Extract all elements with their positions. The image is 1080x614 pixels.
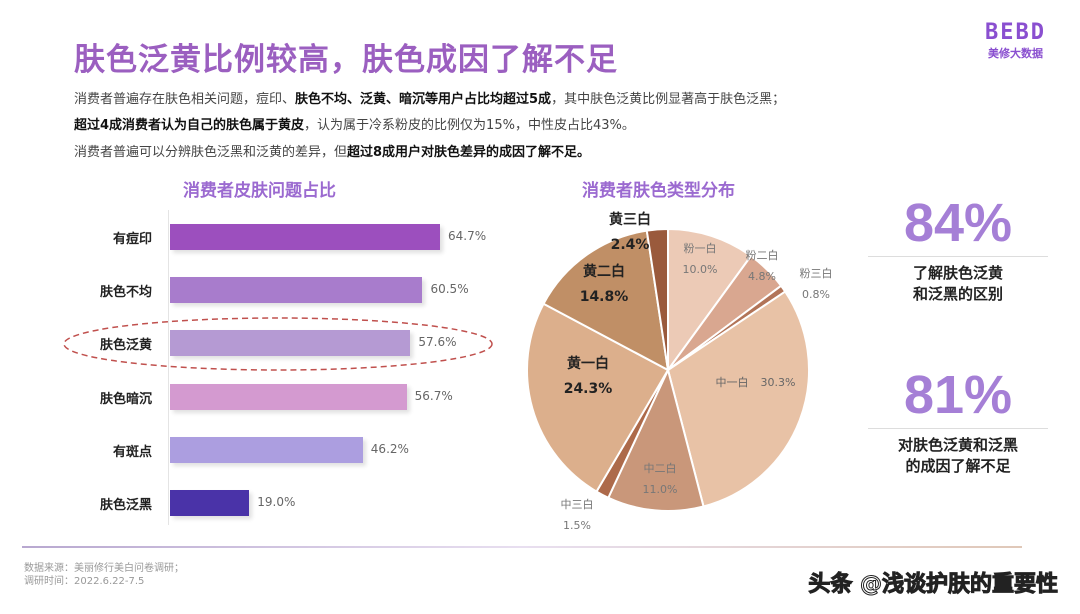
logo-subtitle: 美修大数据 <box>988 47 1043 60</box>
highlight-ellipse <box>63 317 493 371</box>
summary-line: 消费者普遍可以分辨肤色泛黑和泛黄的差异，但超过8成用户对肤色差异的成因了解不足。 <box>74 141 590 160</box>
pie-slice <box>606 367 705 512</box>
summary-emphasis: 超过8成用户对肤色差异的成因了解不足。 <box>347 145 591 160</box>
stat-divider <box>868 428 1048 429</box>
summary-text: 消费者普遍存在肤色相关问题，痘印、 <box>74 92 296 107</box>
pie-slice <box>526 302 670 493</box>
logo-mark: BEBD <box>985 20 1046 45</box>
bar <box>170 330 411 357</box>
pie-category-label: 粉二白 <box>746 248 779 262</box>
stat-description: 和泛黑的区别 <box>912 285 1003 303</box>
pie-value-label: 2.4% <box>611 237 650 253</box>
pie-slice <box>667 227 753 374</box>
bar-category-label: 肤色不均 <box>99 285 152 301</box>
footer-notes: 数据来源：美丽修行美白问卷调研； 调研时间：2022.6.22-7.5 <box>24 562 184 588</box>
bar <box>170 490 250 516</box>
pie-category-label: 黄三白 <box>609 211 651 228</box>
stat-value: 84% <box>903 193 1013 253</box>
stat-block: 81% 对肤色泛黄和泛黑 的成因了解不足 <box>868 364 1048 477</box>
pie-slice <box>666 290 810 508</box>
pie-category-label: 黄二白 <box>583 263 625 280</box>
summary-text: ，其中肤色泛黄比例显著高于肤色泛黑； <box>551 92 786 107</box>
bar-category-label: 肤色暗沉 <box>99 391 152 407</box>
pie-value-label: 11.0% <box>643 483 678 496</box>
pie-value-label: 1.5% <box>563 519 591 532</box>
bar-value-label: 64.7% <box>448 229 487 243</box>
summary-text: 消费者普遍可以分辨肤色泛黑和泛黄的差异，但 <box>74 145 348 160</box>
pie-value-label: 14.8% <box>580 289 629 305</box>
pie-category-label: 粉三白 <box>800 266 833 280</box>
pie-category-label: 中一白 <box>716 375 749 389</box>
brand-logo: BEBD 美修大数据 <box>985 20 1046 61</box>
stat-description: 了解肤色泛黄 <box>912 264 1003 282</box>
bar-category-label: 肤色泛黄 <box>99 338 152 354</box>
bar-value-label: 56.7% <box>414 388 453 403</box>
bar <box>170 383 407 410</box>
summary-line: 超过4成消费者认为自己的肤色属于黄皮，认为属于冷系粉皮的比例仅为15%，中性皮占… <box>74 114 635 133</box>
pie-value-label: 10.0% <box>683 263 718 276</box>
pie-value-label: 24.3% <box>564 381 613 397</box>
watermark: 头条 @浅谈护肤的重要性 <box>808 572 1059 598</box>
bar <box>170 277 423 304</box>
summary-line: 消费者普遍存在肤色相关问题，痘印、肤色不均、泛黄、暗沉等用户占比均超过5成，其中… <box>74 88 785 107</box>
bar-category-label: 肤色泛黑 <box>99 498 152 513</box>
pie-category-label: 粉一白 <box>684 241 717 255</box>
survey-time: 调研时间：2022.6.22-7.5 <box>24 576 145 587</box>
pie-category-label: 中二白 <box>644 461 677 475</box>
bar <box>170 224 440 250</box>
pie-value-label: 30.3% <box>761 376 796 389</box>
stat-block: 84% 了解肤色泛黄 和泛黑的区别 <box>868 192 1048 305</box>
pie-value-label: 4.8% <box>748 270 776 283</box>
pie-chart-title: 消费者肤色类型分布 <box>582 181 735 201</box>
bar-value-label: 60.5% <box>430 282 469 297</box>
bar-chart-title: 消费者皮肤问题占比 <box>183 181 336 201</box>
summary-emphasis: 肤色不均、泛黄、暗沉等用户占比均超过5成 <box>295 92 552 107</box>
bar-value-label: 19.0% <box>257 495 296 509</box>
bar-category-label: 有痘印 <box>112 232 152 247</box>
stat-description: 的成因了解不足 <box>905 457 1011 475</box>
pie-value-label: 0.8% <box>802 288 830 301</box>
pie-slice <box>645 227 669 371</box>
stat-divider <box>868 256 1048 257</box>
page-title: 肤色泛黄比例较高，肤色成因了解不足 <box>74 42 618 78</box>
bar-value-label: 57.6% <box>418 335 457 350</box>
footer-divider <box>22 546 1022 548</box>
bar <box>170 436 363 463</box>
stat-description: 对肤色泛黄和泛黑 <box>897 436 1018 454</box>
bar-value-label: 46.2% <box>370 441 409 456</box>
summary-emphasis: 超过4成消费者认为自己的肤色属于黄皮 <box>74 118 305 133</box>
bar-axis <box>168 210 169 525</box>
bar-category-label: 有斑点 <box>112 444 152 460</box>
pie-category-label: 中三白 <box>561 497 594 511</box>
summary-text: ，认为属于冷系粉皮的比例仅为15%，中性皮占比43%。 <box>304 118 635 133</box>
data-source: 数据来源：美丽修行美白问卷调研； <box>24 563 184 574</box>
stat-value: 81% <box>903 365 1013 425</box>
pie-category-label: 黄一白 <box>567 355 609 372</box>
pie-slice <box>542 229 670 372</box>
